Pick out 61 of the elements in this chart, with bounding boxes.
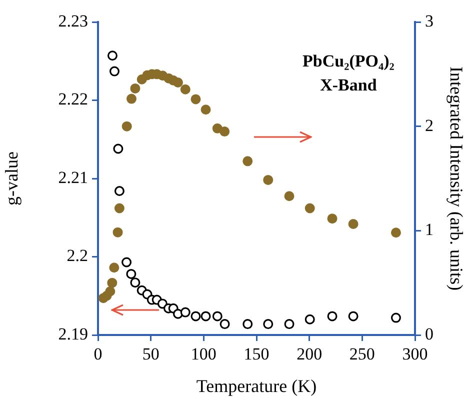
point xyxy=(114,186,124,196)
point xyxy=(105,286,116,296)
y2-tick-label: 3 xyxy=(425,11,434,30)
x-tick-label: 150 xyxy=(244,344,270,364)
x-tick-label: 250 xyxy=(349,344,375,364)
point xyxy=(220,126,230,137)
point xyxy=(304,314,315,324)
point xyxy=(112,227,123,238)
point xyxy=(180,84,190,94)
annotation: PbCu₂(PO₄)₂ xyxy=(302,51,394,70)
point xyxy=(200,104,211,115)
point xyxy=(172,78,183,88)
point xyxy=(107,50,118,61)
point xyxy=(130,278,140,288)
point xyxy=(327,214,338,224)
point xyxy=(242,319,253,330)
point xyxy=(263,174,274,185)
point xyxy=(190,311,201,322)
annotation: X-Band xyxy=(320,75,378,94)
point xyxy=(122,121,132,132)
point xyxy=(107,278,118,288)
x-tick-label: 100 xyxy=(190,344,216,364)
point xyxy=(284,319,294,330)
y-tick-label: 2.19 xyxy=(58,324,88,344)
point xyxy=(242,156,253,166)
point xyxy=(113,144,124,154)
point xyxy=(284,191,294,202)
point xyxy=(130,83,140,94)
point xyxy=(122,257,132,268)
point xyxy=(109,262,120,273)
y-axis-title: g-value xyxy=(2,152,22,206)
point xyxy=(190,94,201,104)
point xyxy=(114,203,124,214)
point xyxy=(348,311,358,322)
y2-tick-label: 1 xyxy=(425,220,434,240)
x-tick-label: 0 xyxy=(94,344,102,364)
point xyxy=(212,123,222,134)
x-tick-label: 200 xyxy=(296,344,322,364)
y2-tick-label: 0 xyxy=(425,324,434,344)
point xyxy=(327,311,338,322)
y2-tick-label: 2 xyxy=(425,116,434,135)
y-tick-label: 2.21 xyxy=(58,168,88,187)
point xyxy=(200,311,211,322)
point xyxy=(390,312,401,323)
y-tick-label: 2.2 xyxy=(66,246,88,266)
point xyxy=(348,218,358,229)
point xyxy=(304,203,315,214)
point xyxy=(263,319,274,330)
y2-axis-title: Integrated Intensity (arb. units) xyxy=(446,66,466,290)
point xyxy=(180,307,190,318)
x-tick-label: 300 xyxy=(402,344,428,364)
point xyxy=(109,66,120,76)
point xyxy=(126,94,136,104)
y-tick-label: 2.23 xyxy=(58,11,88,30)
point xyxy=(390,228,401,238)
x-tick-label: 50 xyxy=(142,344,160,364)
point xyxy=(212,311,222,322)
point xyxy=(220,319,230,330)
y-tick-label: 2.22 xyxy=(58,90,88,109)
point xyxy=(126,268,136,279)
x-axis-title: Temperature (K) xyxy=(196,376,317,396)
